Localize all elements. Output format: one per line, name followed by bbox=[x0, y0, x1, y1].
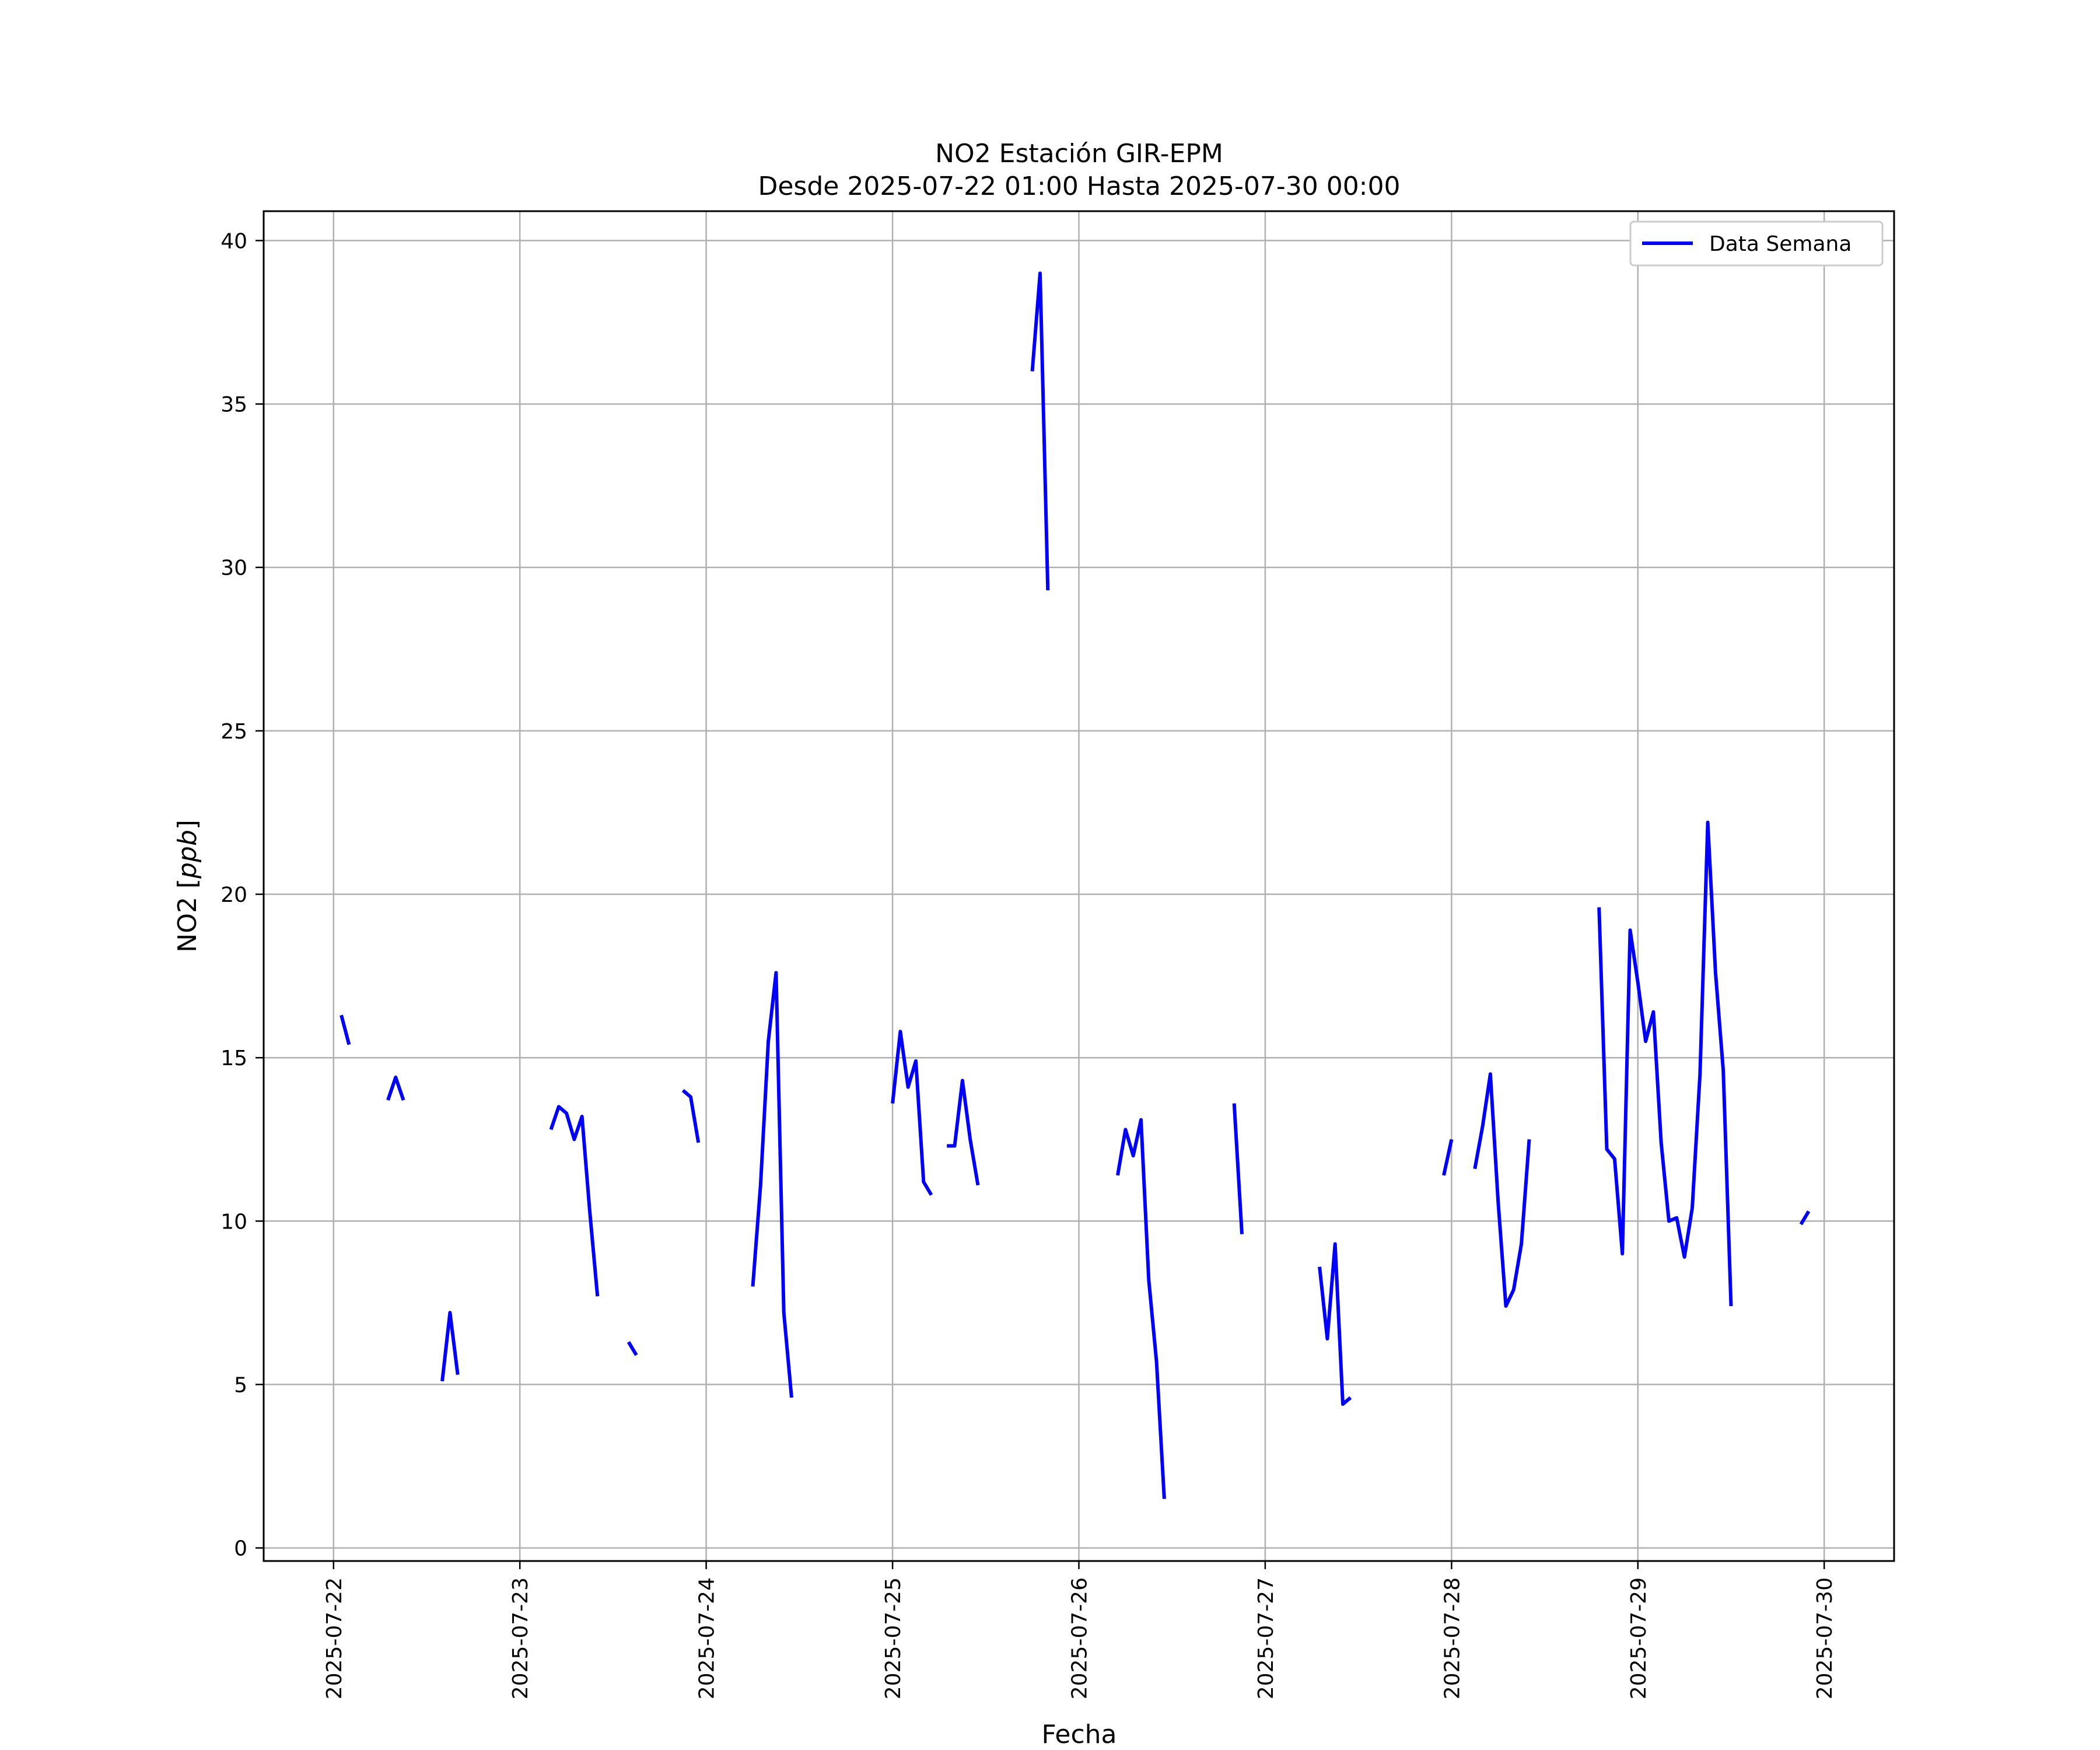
y-tick-label: 10 bbox=[220, 1210, 247, 1234]
series-line-segment bbox=[1597, 820, 1733, 1307]
y-tick-label: 25 bbox=[220, 720, 247, 744]
x-tick-label: 2025-07-22 bbox=[323, 1577, 346, 1699]
series-line-segment bbox=[947, 1079, 980, 1186]
series-line-segment bbox=[891, 1030, 933, 1196]
x-tick-label: 2025-07-24 bbox=[695, 1577, 719, 1699]
chart-title: NO2 Estación GIR-EPM bbox=[935, 139, 1223, 169]
x-tick-label: 2025-07-26 bbox=[1068, 1577, 1092, 1699]
series-data-semana bbox=[340, 271, 1811, 1499]
y-axis-label-close: ] bbox=[173, 820, 202, 830]
chart-subtitle: Desde 2025-07-22 01:00 Hasta 2025-07-30 … bbox=[758, 172, 1400, 201]
series-line-segment bbox=[1473, 1072, 1531, 1308]
y-tick-label: 20 bbox=[220, 883, 247, 907]
series-line-segment bbox=[440, 1311, 460, 1382]
series-line-segment bbox=[340, 1014, 351, 1045]
series-line-segment bbox=[626, 1341, 638, 1356]
x-tick-label: 2025-07-25 bbox=[881, 1577, 905, 1699]
y-tick-label: 15 bbox=[220, 1046, 247, 1070]
y-tick-label: 30 bbox=[220, 556, 247, 580]
series-line-segment bbox=[1232, 1103, 1244, 1234]
legend-box bbox=[1629, 220, 1884, 267]
legend: Data Semana bbox=[1629, 220, 1884, 267]
series-line-segment bbox=[1116, 1118, 1166, 1499]
y-axis-label-unit: ppb bbox=[173, 830, 202, 879]
y-tick-label: 40 bbox=[220, 229, 247, 253]
y-tick-label: 35 bbox=[220, 393, 247, 417]
legend-label: Data Semana bbox=[1709, 232, 1852, 256]
y-axis-label: NO2 [ppb] bbox=[173, 820, 202, 953]
series-line-segment bbox=[1318, 1242, 1352, 1406]
series-line-segment bbox=[386, 1075, 405, 1101]
x-tick-label: 2025-07-27 bbox=[1254, 1577, 1278, 1699]
x-axis-label: Fecha bbox=[1041, 1720, 1116, 1749]
series-line-segment bbox=[681, 1088, 701, 1143]
y-tick-label: 5 bbox=[234, 1373, 247, 1397]
x-tick-label: 2025-07-23 bbox=[509, 1577, 533, 1699]
x-tick-label: 2025-07-29 bbox=[1627, 1577, 1651, 1699]
y-tick-label: 0 bbox=[234, 1537, 247, 1561]
series-line-segment bbox=[1442, 1139, 1454, 1176]
x-axis: 2025-07-22 2025-07-23 2025-07-24 2025-07-25… bbox=[323, 1561, 1837, 1699]
series-line-segment bbox=[1799, 1210, 1811, 1226]
x-tick-label: 2025-07-28 bbox=[1440, 1577, 1464, 1699]
y-axis: 0 5 10 15 20 25 30 35 40 bbox=[220, 229, 264, 1561]
x-tick-label: 2025-07-30 bbox=[1813, 1577, 1837, 1699]
series-line-segment bbox=[751, 971, 793, 1398]
grid bbox=[264, 211, 1894, 1561]
y-axis-label-main: NO2 [ bbox=[173, 878, 202, 953]
series-line-segment bbox=[549, 1105, 600, 1297]
series-line-segment bbox=[1030, 271, 1050, 590]
